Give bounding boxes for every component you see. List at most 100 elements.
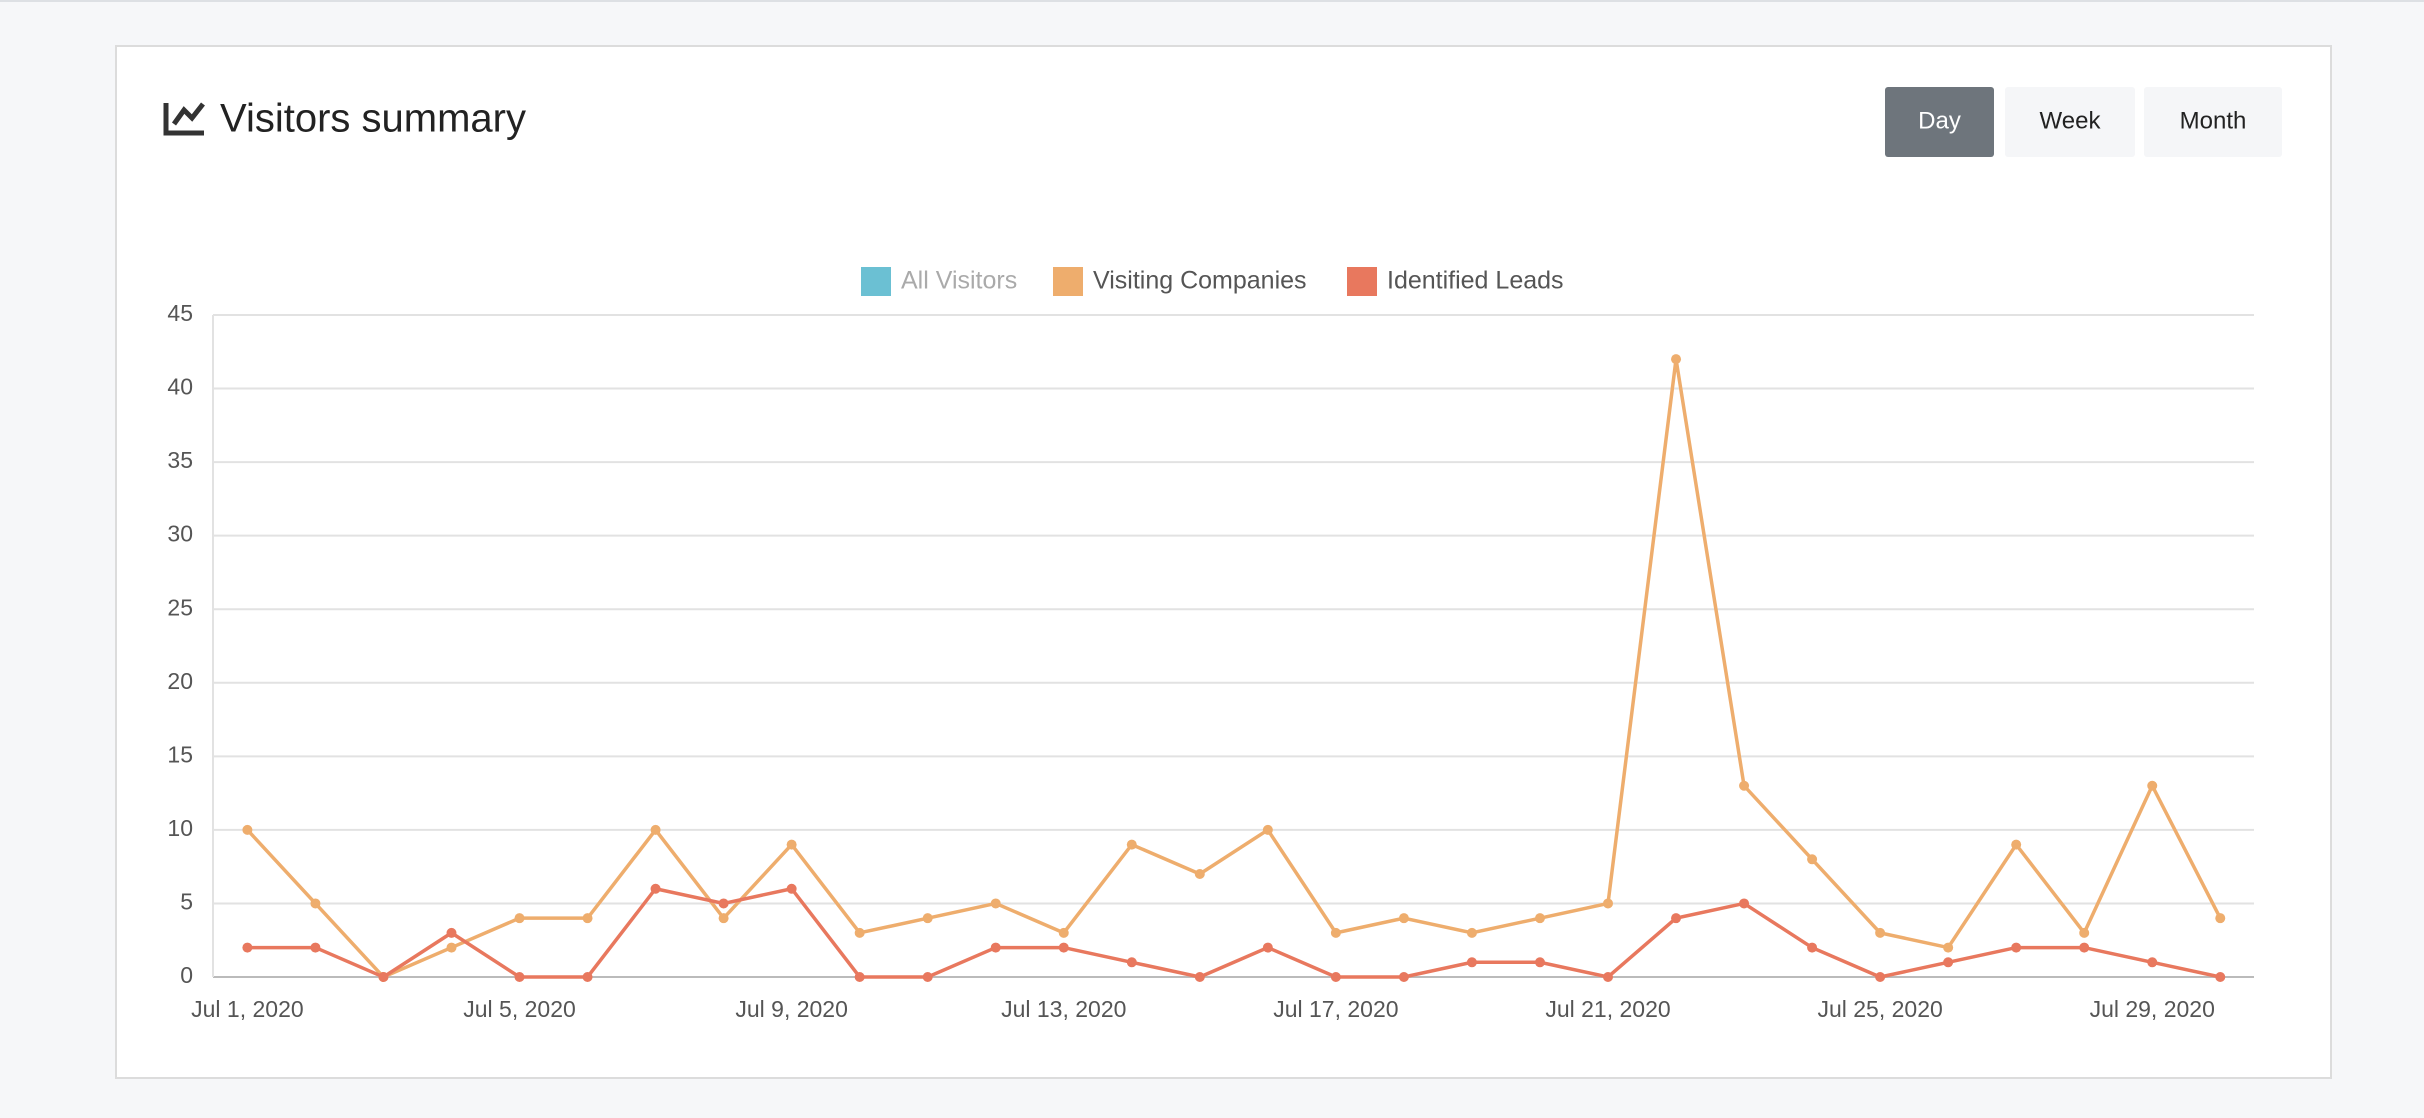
- data-point: [786, 883, 797, 894]
- legend-swatch[interactable]: [1347, 267, 1377, 296]
- data-point: [1875, 972, 1886, 982]
- y-tick-label: 10: [167, 815, 193, 841]
- data-point: [310, 898, 321, 909]
- data-point: [582, 972, 593, 982]
- y-tick-label: 20: [167, 668, 193, 694]
- data-point: [2215, 913, 2226, 924]
- data-point: [854, 972, 865, 982]
- data-point: [786, 839, 797, 850]
- x-tick-label: Jul 9, 2020: [735, 996, 848, 1022]
- data-point: [1943, 957, 1954, 968]
- data-point: [650, 824, 661, 835]
- data-point: [242, 942, 253, 953]
- data-point: [2215, 972, 2226, 982]
- data-point: [1875, 927, 1886, 938]
- x-tick-label: Jul 17, 2020: [1273, 996, 1398, 1022]
- legend-label[interactable]: Identified Leads: [1387, 267, 1564, 295]
- data-point: [650, 883, 661, 894]
- data-point: [378, 972, 389, 982]
- data-point: [1466, 927, 1477, 938]
- button-label[interactable]: Week: [2040, 107, 2102, 134]
- data-point: [1194, 972, 1205, 982]
- data-point: [854, 927, 865, 938]
- data-point: [990, 898, 1001, 909]
- data-point: [514, 972, 525, 982]
- x-tick-label: Jul 5, 2020: [463, 996, 576, 1022]
- data-point: [1534, 957, 1545, 968]
- data-point: [1058, 942, 1069, 953]
- y-tick-label: 0: [180, 962, 193, 988]
- data-point: [1603, 898, 1613, 909]
- data-point: [922, 913, 933, 924]
- data-point: [242, 824, 253, 835]
- data-point: [1126, 957, 1137, 968]
- data-point: [514, 913, 525, 924]
- data-point: [1330, 927, 1341, 938]
- data-point: [1671, 354, 1682, 365]
- legend-swatch[interactable]: [1053, 267, 1083, 296]
- data-point: [1194, 869, 1205, 880]
- legend-item[interactable]: Identified Leads: [1347, 267, 1564, 296]
- legend-label[interactable]: Visiting Companies: [1093, 267, 1307, 295]
- series-line: [246, 358, 2222, 980]
- y-tick-label: 25: [167, 594, 193, 620]
- data-point: [1398, 972, 1409, 982]
- data-point: [1466, 957, 1477, 968]
- data-point: [1398, 913, 1409, 924]
- data-point: [1126, 839, 1137, 850]
- data-point: [1943, 942, 1954, 953]
- data-point: [582, 913, 593, 924]
- y-tick-label: 30: [167, 521, 193, 547]
- data-point: [446, 927, 457, 938]
- data-point: [1807, 942, 1818, 953]
- y-tick-label: 45: [167, 300, 193, 326]
- series-line: [247, 886, 2221, 979]
- legend-item[interactable]: All Visitors: [861, 267, 1017, 296]
- x-tick-label: Jul 1, 2020: [191, 996, 304, 1022]
- button-bg[interactable]: [1885, 87, 1994, 157]
- data-point: [1330, 972, 1341, 982]
- data-point: [2079, 927, 2090, 938]
- data-point: [1262, 942, 1273, 953]
- data-point: [310, 942, 321, 953]
- x-tick-label: Jul 29, 2020: [2090, 996, 2215, 1022]
- button-bg[interactable]: [2005, 87, 2135, 157]
- data-point: [2147, 957, 2158, 968]
- data-point: [2011, 839, 2022, 850]
- chart-icon: [163, 102, 205, 136]
- x-tick-label: Jul 13, 2020: [1001, 996, 1126, 1022]
- y-tick-label: 35: [167, 447, 193, 473]
- data-point: [2011, 942, 2022, 953]
- button-bg[interactable]: [2144, 87, 2282, 157]
- data-point: [1807, 854, 1818, 865]
- legend-item[interactable]: Visiting Companies: [1053, 267, 1307, 296]
- toggle-button[interactable]: Week: [2005, 87, 2135, 157]
- legend-swatch[interactable]: [861, 267, 891, 296]
- data-point: [1603, 972, 1613, 982]
- toggle-button[interactable]: Month: [2144, 87, 2282, 157]
- data-point: [1739, 780, 1750, 791]
- data-point: [1671, 913, 1682, 924]
- data-point: [2079, 942, 2090, 953]
- data-point: [446, 942, 457, 953]
- x-tick-label: Jul 21, 2020: [1545, 996, 1670, 1022]
- data-point: [1058, 927, 1069, 938]
- data-point: [1534, 913, 1545, 924]
- data-point: [922, 972, 933, 982]
- y-tick-label: 5: [180, 889, 193, 915]
- y-tick-label: 40: [167, 374, 193, 400]
- button-label[interactable]: Month: [2180, 107, 2247, 134]
- data-point: [990, 942, 1001, 953]
- button-label[interactable]: Day: [1918, 107, 1961, 134]
- y-tick-label: 15: [167, 741, 193, 767]
- toggle-button[interactable]: Day: [1885, 87, 1994, 157]
- x-tick-label: Jul 25, 2020: [1817, 996, 1942, 1022]
- data-point: [2147, 780, 2158, 791]
- legend-label[interactable]: All Visitors: [901, 267, 1017, 295]
- data-point: [1739, 898, 1750, 909]
- data-point: [718, 913, 729, 924]
- card-title: Visitors summary: [220, 97, 526, 141]
- card: [115, 45, 2332, 1079]
